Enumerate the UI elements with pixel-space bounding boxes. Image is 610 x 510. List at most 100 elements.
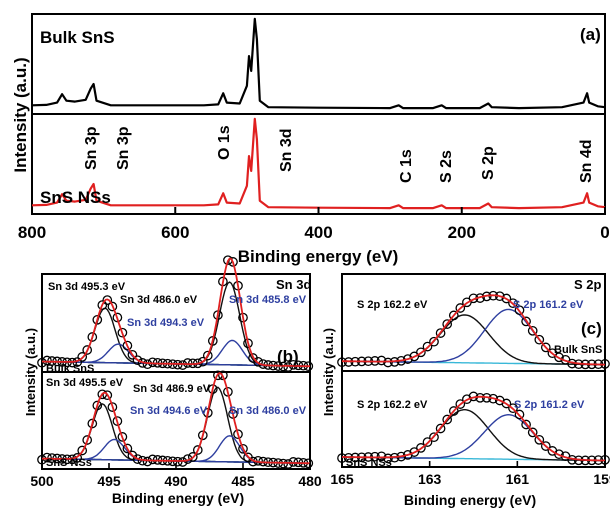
c-top-peak-2: S 2p 161.2 eV [513, 299, 584, 311]
panel-b-sample-nss: SnS NSs [46, 457, 92, 469]
data-point [82, 345, 93, 355]
data-point [402, 450, 413, 460]
data-point [422, 437, 433, 447]
annotation-sn3d: Sn 3d [278, 128, 295, 172]
panel-a-xlabel: Binding energy (eV) [238, 247, 399, 266]
annotation-sn3p-1: Sn 3p [83, 126, 100, 170]
data-point [448, 406, 459, 416]
data-point [197, 356, 208, 367]
data-point [197, 430, 208, 441]
x-tick-label: 165 [330, 471, 354, 487]
panel-c-ylabel: Intensity (a.u.) [321, 328, 336, 416]
panel-c-xlabel: Binding energy (eV) [404, 492, 536, 508]
fit-component [342, 409, 605, 462]
data-point [117, 327, 128, 338]
x-tick-label: 800 [18, 223, 46, 242]
data-point [435, 328, 446, 338]
data-point [147, 454, 158, 465]
data-point [534, 334, 545, 345]
data-point [142, 456, 153, 467]
data-point [435, 423, 446, 434]
data-point [402, 354, 413, 364]
data-point [521, 419, 531, 430]
c-bot-peak-1: S 2p 162.2 eV [357, 399, 428, 411]
data-point [107, 301, 118, 312]
annotation-sn3p-2: Sn 3p [115, 126, 132, 170]
data-point [142, 359, 153, 370]
panel-c-title: S 2p [574, 277, 602, 292]
fit-component [342, 314, 605, 366]
b-bot-peak-3: Sn 3d 494.6 eV [130, 405, 208, 417]
panel-b-label: (b) [277, 347, 299, 366]
data-point [501, 398, 512, 409]
data-point [87, 332, 98, 342]
survey-line-nss [31, 117, 606, 210]
data-point [462, 394, 472, 405]
panel-c-sample-bulk: Bulk SnS [554, 344, 602, 356]
bulk-series-label: Bulk SnS [40, 28, 115, 47]
b-top-peak-2: Sn 3d 486.0 eV [120, 294, 198, 306]
fit-envelope [342, 395, 605, 462]
data-point [337, 357, 347, 368]
data-point [527, 325, 538, 336]
b-bot-peak-4: Sn 3d 486.0 eV [229, 405, 307, 417]
annotation-sn4d: Sn 4d [578, 139, 595, 183]
data-point [77, 445, 88, 456]
data-point [442, 319, 453, 329]
data-point [228, 257, 238, 267]
b-bot-peak-1: Sn 3d 495.5 eV [46, 377, 124, 389]
b-top-peak-1: Sn 3d 495.3 eV [48, 281, 126, 293]
data-point [177, 457, 188, 467]
data-point [42, 355, 52, 366]
x-tick-label: 490 [164, 473, 188, 489]
panel-a-traces [31, 17, 606, 210]
data-point [102, 295, 113, 305]
data-point [77, 352, 88, 362]
x-tick-label: 600 [161, 223, 189, 242]
data-point [102, 390, 113, 401]
panel-a-annotations: Sn 3p Sn 3p O 1s Sn 3d C 1s S 2s S 2p Sn… [83, 125, 595, 183]
b-top-peak-3: Sn 3d 485.8 eV [229, 294, 307, 306]
data-point [416, 443, 426, 453]
data-point [422, 341, 433, 352]
data-point [554, 352, 564, 363]
survey-line-bulk [31, 17, 606, 110]
x-tick-label: 163 [418, 471, 442, 487]
x-tick-label: 0 [600, 223, 609, 242]
panel-b-ylabel: Intensity (a.u.) [23, 328, 38, 416]
data-point [233, 429, 243, 440]
panel-a-label: (a) [580, 25, 601, 44]
panel-c: 165 163 161 159 S 2p (c) Bulk SnS SnS NSs S… [321, 273, 610, 508]
data-point [283, 459, 294, 469]
data-point [514, 409, 525, 420]
data-point [42, 452, 52, 463]
panel-b-ticks: 500 495 490 485 480 [30, 463, 322, 489]
panel-b: 500 495 490 485 480 Sn 3d (b) Bulk SnS SnS N… [23, 255, 322, 506]
data-point [177, 360, 188, 370]
panel-b-sample-bulk: Bulk SnS [46, 363, 94, 375]
panel-c-label: (c) [581, 319, 602, 338]
data-point [455, 399, 466, 409]
data-point [87, 418, 98, 429]
x-tick-label: 500 [30, 473, 54, 489]
data-point [112, 312, 123, 323]
data-point [238, 443, 248, 454]
b-bot-peak-2: Sn 3d 486.9 eV [133, 383, 211, 395]
data-point [376, 355, 387, 366]
data-point [127, 349, 138, 360]
data-point [527, 427, 538, 438]
data-point [383, 453, 393, 464]
x-tick-label: 159 [593, 471, 610, 487]
x-tick-label: 495 [97, 473, 121, 489]
data-point [187, 452, 198, 462]
data-point [283, 362, 294, 372]
data-point [107, 402, 118, 412]
fit-envelope [41, 371, 310, 465]
data-point [540, 342, 551, 353]
nss-series-label: SnS NSs [40, 188, 111, 207]
data-point [534, 434, 545, 445]
data-point [508, 403, 518, 414]
annotation-s2s: S 2s [438, 150, 455, 183]
x-tick-label: 400 [304, 223, 332, 242]
